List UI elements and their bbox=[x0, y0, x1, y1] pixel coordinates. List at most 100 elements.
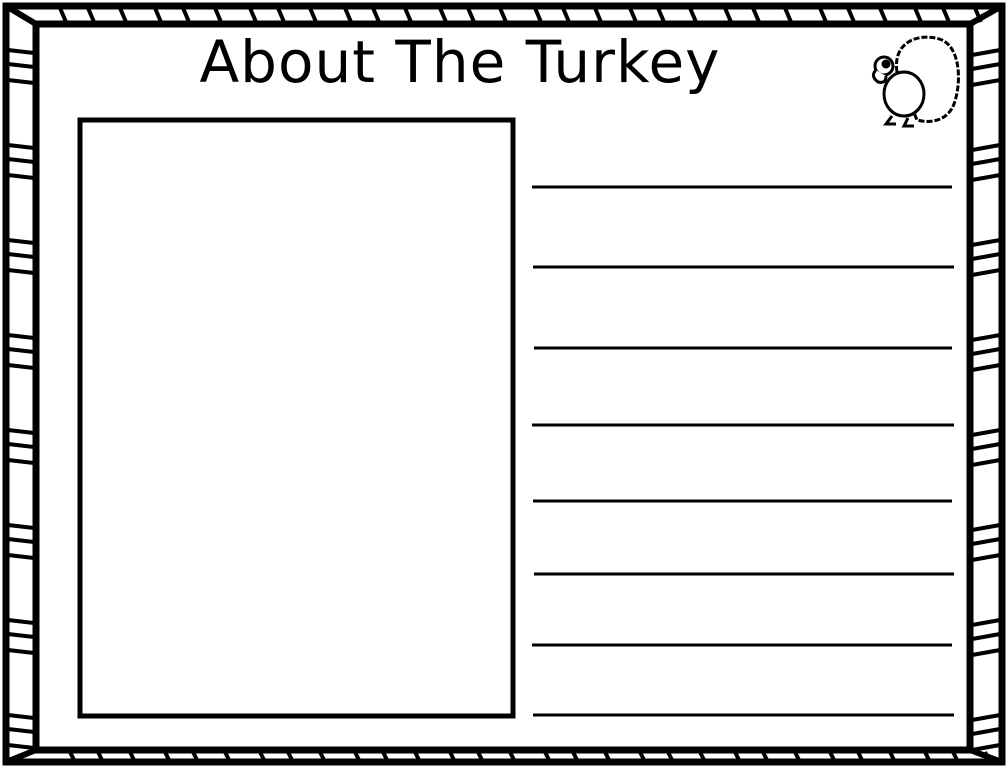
border-stripe bbox=[96, 751, 104, 761]
border-stripe bbox=[476, 751, 484, 761]
border-stripe bbox=[971, 268, 1001, 277]
border-stripe bbox=[971, 743, 1001, 752]
border-stripe bbox=[128, 751, 136, 761]
border-stripe bbox=[7, 428, 35, 435]
border-stripe bbox=[403, 7, 413, 23]
border-stripe bbox=[68, 751, 76, 761]
border-stripe bbox=[7, 743, 35, 750]
border-stripe bbox=[258, 751, 266, 761]
border-stripe bbox=[7, 48, 35, 55]
border-stripe bbox=[223, 751, 231, 761]
border-stripe bbox=[888, 751, 896, 761]
border-stripe bbox=[971, 458, 1001, 467]
border-stripe bbox=[153, 7, 163, 23]
border-stripe bbox=[971, 347, 1001, 356]
border-stripe bbox=[828, 751, 836, 761]
border-stripe bbox=[971, 648, 1001, 657]
border-stripe bbox=[7, 727, 35, 734]
border-stripe bbox=[818, 7, 828, 23]
border-stripe bbox=[7, 157, 35, 164]
border-stripe bbox=[7, 143, 35, 150]
border-stripe bbox=[7, 713, 35, 720]
border-stripe bbox=[971, 157, 1001, 166]
border-stripe bbox=[7, 553, 35, 560]
border-stripe bbox=[381, 751, 389, 761]
border-stripe bbox=[7, 648, 35, 655]
border-stripe bbox=[971, 252, 1001, 261]
border-stripe bbox=[276, 7, 286, 23]
border-stripe bbox=[248, 7, 258, 23]
border-stripe bbox=[951, 751, 959, 761]
border-stripe bbox=[7, 347, 35, 354]
border-stripe bbox=[413, 751, 421, 761]
border-stripe bbox=[971, 442, 1001, 451]
border-stripe bbox=[58, 7, 68, 23]
border-stripe bbox=[593, 7, 603, 23]
border-stripe bbox=[448, 751, 456, 761]
border-stripe bbox=[971, 428, 1001, 437]
border-stripe bbox=[163, 751, 171, 761]
border-stripe bbox=[533, 7, 543, 23]
border-stripe bbox=[723, 7, 733, 23]
border-stripe bbox=[498, 7, 508, 23]
border-stripe bbox=[656, 7, 666, 23]
border-stripe bbox=[971, 553, 1001, 562]
border-stripe bbox=[86, 7, 96, 23]
border-stripe bbox=[983, 751, 991, 761]
border-stripe bbox=[971, 363, 1001, 372]
border-stripe bbox=[181, 7, 191, 23]
border-stripe bbox=[913, 7, 923, 23]
border-stripe bbox=[213, 7, 223, 23]
border-stripe bbox=[688, 7, 698, 23]
border-stripe bbox=[638, 751, 646, 761]
border-stripe bbox=[308, 7, 318, 23]
border-stripe bbox=[698, 751, 706, 761]
border-stripe bbox=[971, 48, 1001, 57]
border-stripe bbox=[353, 751, 361, 761]
border-stripe bbox=[7, 363, 35, 370]
border-stripe bbox=[7, 442, 35, 449]
border-stripe bbox=[971, 173, 1001, 182]
border-stripe bbox=[751, 7, 761, 23]
drawing-box[interactable] bbox=[77, 117, 516, 719]
border-stripe bbox=[971, 238, 1001, 247]
border-stripe bbox=[7, 618, 35, 625]
border-stripe bbox=[7, 252, 35, 259]
border-stripe bbox=[761, 751, 769, 761]
border-stripe bbox=[343, 7, 353, 23]
turkey-icon bbox=[871, 35, 960, 128]
border-stripe bbox=[971, 618, 1001, 627]
border-stripe bbox=[793, 751, 801, 761]
border-stripe bbox=[7, 523, 35, 530]
border-stripe bbox=[571, 751, 579, 761]
border-stripe bbox=[466, 7, 476, 23]
border-stripe bbox=[7, 62, 35, 69]
border-stripe bbox=[971, 523, 1001, 532]
border-stripe bbox=[7, 238, 35, 245]
border-stripe bbox=[508, 751, 516, 761]
border-stripe bbox=[7, 78, 35, 85]
border-stripe bbox=[971, 143, 1001, 152]
border-stripe bbox=[191, 751, 199, 761]
border-stripe bbox=[7, 268, 35, 275]
border-stripe bbox=[7, 173, 35, 180]
border-stripe bbox=[543, 751, 551, 761]
border-stripes bbox=[7, 7, 1001, 761]
border-stripe bbox=[971, 62, 1001, 71]
border-stripe bbox=[783, 7, 793, 23]
border-stripe bbox=[971, 727, 1001, 736]
border-stripe bbox=[923, 751, 931, 761]
border-stripe bbox=[7, 333, 35, 340]
border-stripe bbox=[971, 537, 1001, 546]
border-stripe bbox=[438, 7, 448, 23]
border-stripe bbox=[973, 7, 983, 23]
border-stripe bbox=[666, 751, 674, 761]
border-stripe bbox=[856, 751, 864, 761]
border-stripe bbox=[7, 458, 35, 465]
border-stripe bbox=[628, 7, 638, 23]
border-stripe bbox=[971, 713, 1001, 722]
border-stripe bbox=[971, 78, 1001, 87]
border-stripe bbox=[971, 632, 1001, 641]
writing-lines bbox=[532, 185, 954, 717]
